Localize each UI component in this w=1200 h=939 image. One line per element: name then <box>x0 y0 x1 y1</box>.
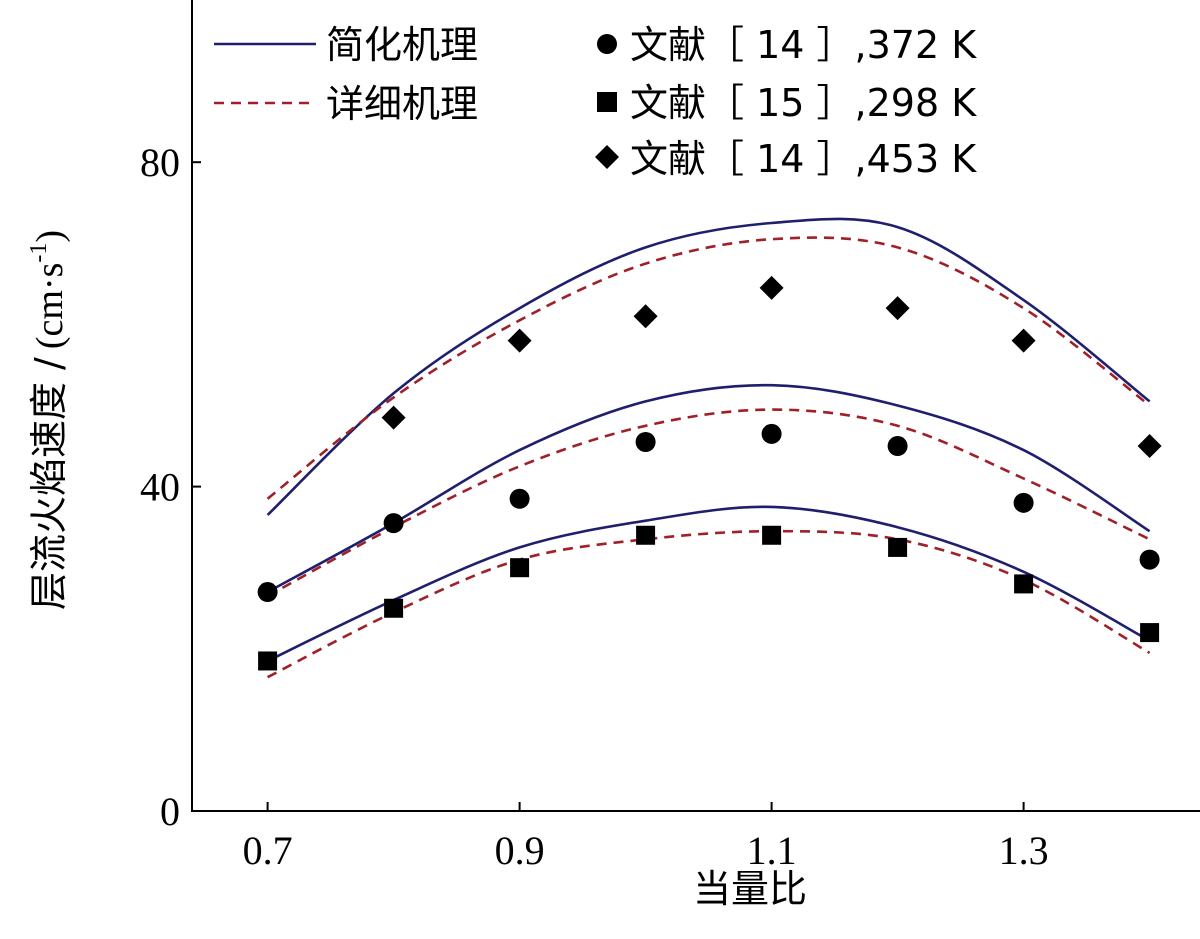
curve-solid-2 <box>266 383 1151 594</box>
legend-label-circle: 文献［ 14 ］,372 K <box>630 23 977 67</box>
legend-marker-circle <box>597 34 617 54</box>
x-tick-label-0: 0.7 <box>243 828 293 873</box>
reference-markers <box>257 275 1162 671</box>
marker-circle-3 <box>635 431 656 452</box>
model-curves <box>266 217 1151 679</box>
x-axis-title: 当量比 <box>693 867 807 911</box>
legend-marker-diamond <box>595 145 619 169</box>
y-axis-title-unit: (cm·s <box>29 263 71 350</box>
legend-label-square: 文献［ 15 ］,298 K <box>630 81 977 125</box>
curve-solid-0 <box>266 217 1151 516</box>
marker-circle-1 <box>383 513 404 534</box>
marker-diamond-7 <box>1137 434 1162 459</box>
legend-marker-square <box>597 92 617 112</box>
x-tick-label-2: 1.1 <box>747 828 797 873</box>
marker-square-6 <box>1014 574 1034 594</box>
y-tick-label-0: 0 <box>160 789 180 834</box>
legend: 简化机理 详细机理 文献［ 14 ］,372 K 文献［ 15 ］,298 K … <box>214 23 977 181</box>
x-tick-label-1: 0.9 <box>495 828 545 873</box>
marker-diamond-2 <box>507 328 532 353</box>
marker-diamond-5 <box>885 296 910 321</box>
marker-circle-4 <box>761 423 782 444</box>
marker-square-0 <box>258 651 278 671</box>
curve-solid-4 <box>267 505 1151 663</box>
legend-label-diamond: 文献［ 14 ］,453 K <box>630 137 977 181</box>
y-axis-title: 层流火焰速度 / (cm·s-1) <box>26 230 71 610</box>
marker-square-4 <box>762 525 782 545</box>
marker-circle-5 <box>887 436 908 457</box>
marker-circle-6 <box>1013 492 1034 513</box>
marker-square-2 <box>510 558 530 578</box>
marker-circle-7 <box>1139 549 1160 570</box>
legend-label-solid: 简化机理 <box>326 23 478 67</box>
marker-square-5 <box>888 537 908 557</box>
legend-label-dashed: 详细机理 <box>326 82 478 126</box>
y-axis-title-unit-close: ) <box>29 230 71 243</box>
marker-circle-2 <box>509 488 530 509</box>
marker-square-7 <box>1140 623 1160 643</box>
x-tick-label-3: 1.3 <box>999 828 1049 873</box>
axis-ticks: 0.7 0.9 1.1 1.3 0 40 80 <box>140 140 1049 873</box>
y-tick-label-1: 40 <box>140 465 180 510</box>
marker-square-3 <box>636 525 656 545</box>
curve-dashed-1 <box>266 236 1151 500</box>
y-axis-title-unit-sup: -1 <box>26 243 52 263</box>
y-axis-title-main: 层流火焰速度 / <box>27 357 71 610</box>
curve-dashed-3 <box>266 408 1151 598</box>
marker-diamond-6 <box>1011 328 1036 353</box>
marker-square-1 <box>384 598 404 618</box>
marker-diamond-4 <box>759 275 784 300</box>
marker-diamond-3 <box>633 304 658 329</box>
marker-diamond-1 <box>381 405 406 430</box>
marker-circle-0 <box>257 582 278 603</box>
y-tick-label-2: 80 <box>140 140 180 185</box>
